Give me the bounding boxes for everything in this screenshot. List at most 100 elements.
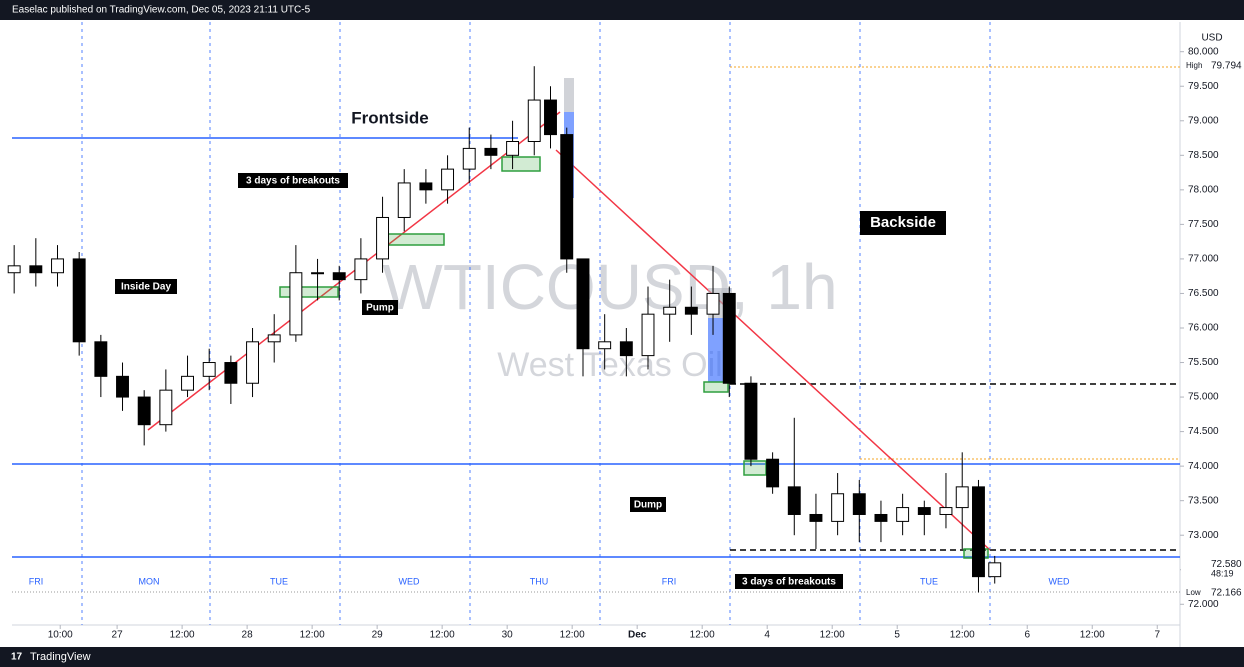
candle-body bbox=[441, 168, 455, 191]
x-tick-label: 12:00 bbox=[1080, 630, 1105, 641]
candle-body bbox=[598, 341, 612, 350]
range-box bbox=[564, 78, 574, 112]
candle-body bbox=[852, 493, 866, 515]
annotation: Backside bbox=[870, 214, 936, 231]
session-label: THU bbox=[530, 576, 549, 586]
currency: USD bbox=[1201, 33, 1222, 44]
y-tick-label: 76.500 bbox=[1188, 288, 1219, 299]
session-label: TUE bbox=[270, 576, 288, 586]
annotation: Frontside bbox=[351, 108, 428, 127]
last-price-bg bbox=[1181, 557, 1244, 582]
candle-body bbox=[706, 292, 720, 315]
session-label: TUE bbox=[920, 576, 938, 586]
price-marker-bg bbox=[1181, 58, 1244, 73]
breakout-box bbox=[279, 286, 339, 298]
candle-body bbox=[354, 258, 368, 281]
candle-body bbox=[896, 507, 910, 522]
candle-body bbox=[397, 182, 411, 218]
x-tick-label: 12:00 bbox=[170, 630, 195, 641]
label-bg bbox=[630, 497, 666, 512]
session-label: FRI bbox=[29, 576, 44, 586]
y-tick-label: 77.000 bbox=[1188, 254, 1219, 265]
last-price: 72.580 bbox=[1211, 559, 1242, 570]
price-marker-value: 72.166 bbox=[1211, 587, 1242, 598]
candle-body bbox=[29, 265, 43, 274]
y-tick-label: 75.000 bbox=[1188, 392, 1219, 403]
candle-body bbox=[506, 140, 520, 156]
x-tick-label: 4 bbox=[764, 630, 770, 641]
candle-body bbox=[955, 486, 969, 509]
annotation: Dump bbox=[634, 500, 662, 511]
annotation: Pump bbox=[366, 303, 394, 314]
annotation: 3 days of breakouts bbox=[742, 577, 836, 588]
candle-body bbox=[831, 493, 845, 522]
candle-body bbox=[560, 134, 574, 260]
price-marker-name: High bbox=[1186, 61, 1202, 70]
candle-body bbox=[116, 375, 129, 398]
session-label: WED bbox=[399, 576, 420, 586]
y-tick-label: 80.000 bbox=[1188, 46, 1219, 57]
top-bar bbox=[0, 0, 1244, 20]
trend-line bbox=[555, 149, 991, 551]
candle-body bbox=[462, 147, 476, 170]
candle-body bbox=[684, 306, 698, 315]
candle-body bbox=[787, 486, 801, 515]
x-tick-label: 29 bbox=[372, 630, 384, 641]
candle-body bbox=[939, 507, 953, 515]
candle-body bbox=[576, 258, 590, 350]
x-tick-label: 10:00 bbox=[48, 630, 73, 641]
candle-body bbox=[72, 258, 86, 343]
x-tick-label: 5 bbox=[894, 630, 900, 641]
candle-body bbox=[289, 272, 303, 336]
candle-body bbox=[972, 486, 985, 578]
y-tick-label: 75.500 bbox=[1188, 357, 1219, 368]
candle-body bbox=[874, 513, 888, 522]
header-text: Easelac published on TradingView.com, De… bbox=[12, 5, 311, 16]
candle-body bbox=[202, 362, 216, 377]
price-marker-bg bbox=[1181, 585, 1244, 600]
candle-body bbox=[159, 389, 173, 426]
y-tick-label: 72.000 bbox=[1188, 599, 1219, 610]
candle-body bbox=[809, 513, 823, 522]
candle-body bbox=[332, 272, 346, 281]
session-label: MON bbox=[139, 576, 160, 586]
drawings: Frontside Backside 3 days of breakouts 3… bbox=[12, 22, 1180, 625]
candle-body bbox=[527, 99, 541, 142]
candle-body bbox=[94, 341, 108, 377]
watermark-subtitle: West Texas Oil bbox=[497, 346, 722, 384]
y-tick-label: 78.500 bbox=[1188, 150, 1219, 161]
candle-body bbox=[224, 362, 238, 384]
session-label: FRI bbox=[662, 576, 677, 586]
x-tick-label: 12:00 bbox=[300, 630, 325, 641]
x-tick-label: 7 bbox=[1154, 630, 1160, 641]
label-bg bbox=[362, 300, 398, 315]
candle-body bbox=[619, 341, 633, 357]
breakout-box bbox=[501, 156, 541, 172]
y-tick-label: 74.000 bbox=[1188, 461, 1219, 472]
candle-body bbox=[311, 272, 325, 275]
label-bg bbox=[115, 279, 177, 294]
y-tick-label: 78.000 bbox=[1188, 184, 1219, 195]
candle-body bbox=[722, 292, 736, 384]
candle-body bbox=[544, 99, 557, 136]
candle-body bbox=[181, 375, 194, 391]
price-marker-value: 79.794 bbox=[1211, 61, 1242, 72]
y-tick-label: 79.000 bbox=[1188, 115, 1219, 126]
candle-body bbox=[419, 182, 433, 191]
breakout-box bbox=[743, 460, 767, 476]
breakout-box bbox=[387, 233, 445, 246]
candle-body bbox=[137, 396, 151, 426]
candle-body bbox=[744, 382, 758, 460]
candle-body bbox=[766, 458, 780, 488]
x-tick-label: 12:00 bbox=[950, 630, 975, 641]
candle-body bbox=[917, 507, 931, 515]
y-tick-label: 73.000 bbox=[1188, 530, 1219, 541]
candle-body bbox=[663, 306, 677, 315]
countdown: 48:19 bbox=[1211, 569, 1234, 579]
candle-body bbox=[484, 147, 498, 156]
x-tick-label: Dec bbox=[628, 630, 647, 641]
candle-body bbox=[376, 216, 390, 260]
bottom-bar bbox=[0, 647, 1244, 667]
